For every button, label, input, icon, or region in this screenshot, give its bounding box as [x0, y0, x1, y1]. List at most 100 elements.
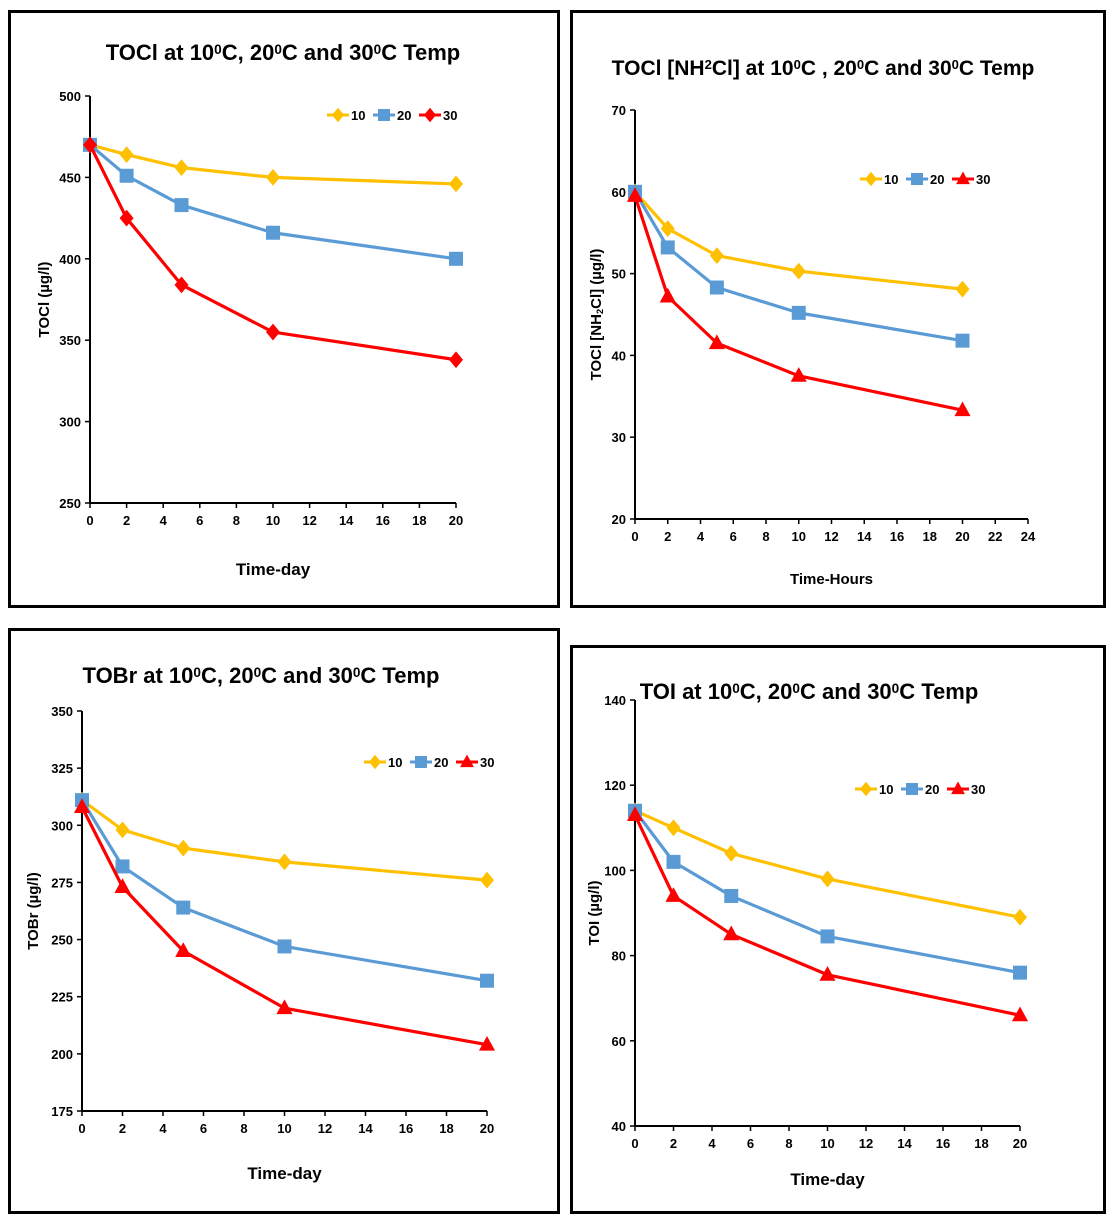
x-tick-label: 2 [670, 1136, 677, 1151]
chart-panel-tocl: TOCl at 100C, 200C and 300C Temp 250 300 35… [8, 10, 560, 608]
x-tick-label: 10 [266, 513, 280, 528]
x-tick-label: 16 [399, 1121, 413, 1136]
x-tick-label: 16 [376, 513, 390, 528]
y-tick-label: 250 [59, 496, 81, 511]
data-point [660, 240, 675, 255]
data-point [119, 209, 134, 227]
x-tick-label: 6 [196, 513, 203, 528]
legend-marker [906, 783, 918, 795]
legend-marker [369, 754, 381, 770]
chart-title-tocl-part: 0 [374, 42, 382, 57]
data-point [276, 999, 293, 1015]
chart-title-toi-part: 0 [732, 681, 740, 696]
x-tick-label: 20 [449, 513, 463, 528]
series-line-10 [634, 809, 1021, 919]
legend-marker [415, 756, 427, 768]
series-20 [628, 184, 970, 348]
x-tick-label: 10 [820, 1136, 834, 1151]
y-tick-label: 450 [59, 170, 81, 185]
chart-title-tobr-part: 0 [254, 665, 262, 680]
data-point [1013, 965, 1027, 980]
x-tick-label: 10 [277, 1121, 291, 1136]
legend-label: 10 [884, 172, 898, 187]
x-tick-label: 0 [86, 513, 93, 528]
chart-title-tocl-nh2cl-part: 0 [857, 57, 864, 72]
chart-title-toi-part: 0 [892, 681, 900, 696]
y-tick-label: 250 [51, 933, 73, 948]
series-30 [626, 187, 971, 417]
chart-title-toi-part: C, 20 [740, 679, 793, 704]
chart-title-tobr-part: 0 [193, 665, 201, 680]
chart-panel-tocl-nh2cl: TOCl [NH2Cl] at 100C , 200C and 300C Tem… [570, 10, 1106, 608]
legend-marker [911, 173, 923, 185]
x-tick-label: 0 [78, 1121, 85, 1136]
data-point [724, 888, 739, 903]
data-point [709, 247, 724, 265]
data-point [266, 169, 280, 186]
legend-label: 20 [930, 172, 944, 187]
x-tick-label: 2 [119, 1121, 126, 1136]
chart-svg-tocl: TOCl at 100C, 200C and 300C Temp25030035… [36, 40, 463, 579]
chart-svg-tobr: TOBr at 100C, 200C and 300C Temp17520022… [25, 663, 496, 1183]
x-tick-label: 16 [936, 1136, 950, 1151]
x-tick-label: 18 [412, 513, 426, 528]
data-point [791, 262, 806, 280]
chart-title-tocl-nh2cl-part: 0 [794, 57, 801, 72]
x-tick-label: 14 [339, 513, 354, 528]
x-axis-label: Time-day [247, 1164, 322, 1183]
series-30 [83, 136, 463, 369]
chart-title-tocl-nh2cl-part: 0 [952, 57, 959, 72]
chart-title-tocl-nh2cl-part: 2 [705, 57, 712, 72]
data-point [73, 798, 91, 813]
x-axis-label: Time-Hours [790, 571, 873, 588]
chart-title-toi-part: C and 30 [800, 679, 892, 704]
data-point [480, 973, 494, 988]
chart-title-toi-part: C Temp [899, 679, 978, 704]
y-tick-label: 500 [59, 89, 81, 104]
data-point [449, 175, 463, 193]
y-tick-label: 50 [612, 267, 626, 282]
x-tick-label: 8 [785, 1136, 792, 1151]
legend-label: 10 [351, 108, 365, 123]
data-point [819, 966, 836, 981]
x-tick-label: 14 [358, 1121, 373, 1136]
x-tick-label: 4 [708, 1136, 716, 1151]
chart-title-toi-part: 0 [792, 681, 800, 696]
data-point [955, 333, 970, 348]
x-tick-label: 8 [233, 513, 240, 528]
data-point [449, 251, 463, 266]
x-tick-label: 18 [923, 529, 937, 544]
legend-label: 20 [397, 108, 411, 123]
data-point [955, 280, 970, 298]
chart-title-toi: TOI at 100C, 200C and 300C Temp [640, 679, 979, 704]
series-20 [75, 793, 494, 988]
y-axis-label: TOBr (µg/l) [25, 872, 42, 950]
legend-marker [865, 171, 877, 187]
data-point [723, 925, 740, 941]
y-tick-label: 325 [51, 761, 73, 776]
data-point [954, 401, 971, 417]
data-point [1013, 908, 1027, 926]
chart-svg-tocl-nh2cl: TOCl [NH2Cl] at 100C , 200C and 300C Tem… [588, 57, 1036, 588]
data-point [790, 367, 807, 382]
chart-title-tocl-nh2cl-part: C Temp [959, 57, 1034, 80]
legend-label: 10 [879, 782, 893, 797]
chart-title-tobr-part: C, 20 [201, 663, 254, 688]
x-tick-label: 20 [1013, 1136, 1027, 1151]
data-point [83, 136, 97, 154]
chart-title-tocl-nh2cl-part: C and 30 [864, 57, 952, 80]
data-point [660, 220, 675, 238]
series-10 [628, 183, 970, 298]
x-tick-label: 6 [730, 529, 737, 544]
y-tick-label: 140 [604, 693, 626, 708]
y-tick-label: 300 [51, 818, 73, 833]
y-tick-label: 40 [612, 1119, 626, 1134]
x-tick-label: 0 [631, 529, 638, 544]
data-point [708, 334, 725, 350]
y-tick-label: 300 [59, 415, 81, 430]
y-tick-label: 60 [612, 185, 626, 200]
y-axis-label: TOCl (µg/l) [36, 262, 53, 338]
data-point [480, 871, 494, 889]
data-point [820, 870, 835, 888]
x-tick-label: 20 [955, 529, 969, 544]
